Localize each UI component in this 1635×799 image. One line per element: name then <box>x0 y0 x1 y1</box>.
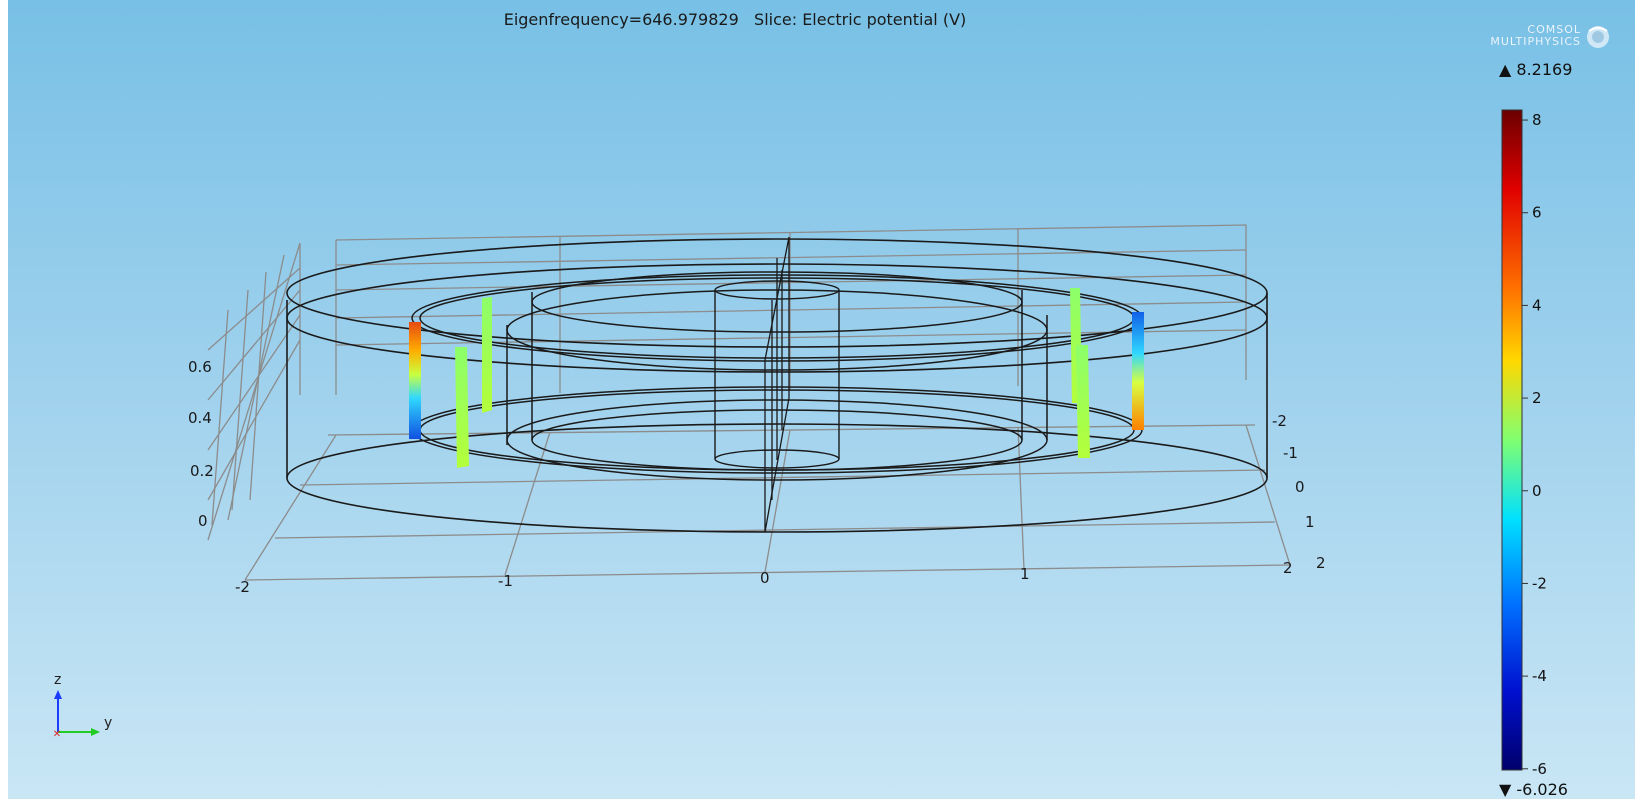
colorbar-tick-label: 0 <box>1532 482 1542 500</box>
z-arrow-head-icon <box>54 690 62 699</box>
depth-tick-label: 2 <box>1316 554 1326 572</box>
axis-orientation-triad: ✕ z y <box>53 672 112 740</box>
comsol-logo: COMSOL MULTIPHYSICS <box>1465 22 1615 56</box>
model-geometry-view[interactable]: 0.6 0.4 0.2 0 -2 -1 0 1 2 -2 -1 0 1 2 <box>0 0 1480 799</box>
colorbar-tick-label: 6 <box>1532 204 1542 222</box>
colorbar-tick-label: -2 <box>1532 574 1547 592</box>
colorbar-min-label: ▼ -6.026 <box>1499 780 1568 799</box>
y-axis-label: y <box>104 715 112 731</box>
x-tick-label: 2 <box>1283 559 1293 577</box>
depth-tick-label: -1 <box>1283 444 1298 462</box>
potential-slices <box>409 288 1144 468</box>
logo-line-2: MULTIPHYSICS <box>1490 35 1581 48</box>
z-tick-label: 0.6 <box>188 358 212 376</box>
x-tick-label: -2 <box>235 578 250 596</box>
colorbar-tick-label: -6 <box>1532 760 1547 778</box>
depth-tick-label: -2 <box>1272 412 1287 430</box>
z-tick-label: 0.4 <box>188 409 212 427</box>
colorbar: 8 6 4 2 0 -2 -4 -6 <box>1501 109 1547 778</box>
x-tick-label: 1 <box>1020 565 1030 583</box>
x-axis-marker-icon: ✕ <box>53 729 61 740</box>
axis-tick-labels: 0.6 0.4 0.2 0 -2 -1 0 1 2 -2 -1 0 1 2 <box>188 358 1326 596</box>
colorbar-tick-label: 8 <box>1532 111 1542 129</box>
colorbar-ticks: 8 6 4 2 0 -2 -4 -6 <box>1522 111 1547 778</box>
x-tick-label: -1 <box>498 572 513 590</box>
colorbar-tick-label: 2 <box>1532 389 1542 407</box>
z-tick-label: 0 <box>198 512 208 530</box>
window-edge <box>0 0 8 799</box>
plot-title: Eigenfrequency=646.979829 Slice: Electri… <box>503 10 967 29</box>
logo-line-1: COMSOL <box>1527 23 1581 36</box>
comsol-logo-icon <box>1587 26 1609 48</box>
z-tick-label: 0.2 <box>190 462 214 480</box>
z-axis-label: z <box>54 672 61 688</box>
colorbar-gradient <box>1501 109 1523 771</box>
colorbar-tick-label: -4 <box>1532 667 1547 685</box>
axis-grid <box>207 224 1291 581</box>
cut-plane <box>764 236 790 533</box>
depth-tick-label: 1 <box>1305 513 1315 531</box>
x-tick-label: 0 <box>760 569 770 587</box>
depth-tick-label: 0 <box>1295 478 1305 496</box>
y-arrow-head-icon <box>91 728 100 736</box>
colorbar-tick-label: 4 <box>1532 296 1542 314</box>
colorbar-max-label: ▲ 8.2169 <box>1499 60 1573 79</box>
